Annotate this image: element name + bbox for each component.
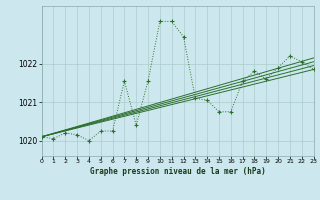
X-axis label: Graphe pression niveau de la mer (hPa): Graphe pression niveau de la mer (hPa) — [90, 167, 266, 176]
